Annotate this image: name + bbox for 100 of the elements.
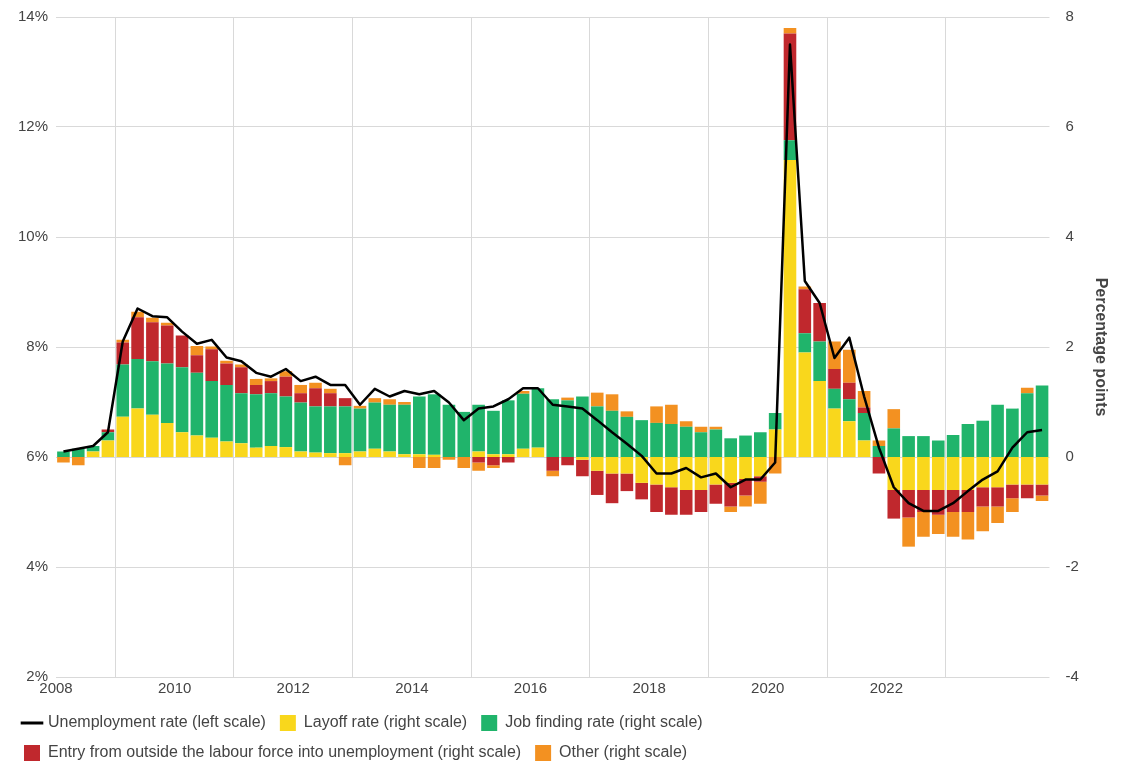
bar [857,413,871,441]
bar [160,422,174,457]
x-tick-label: 2022 [869,679,904,697]
bar [501,457,515,463]
bar [116,364,130,417]
bar [842,421,856,457]
legend-label: Entry from outside the labour force into unemployment (right scale) [48,743,522,761]
bar [739,495,752,507]
bar [398,454,411,457]
y-tick-label: 6% [26,447,49,465]
bar [175,367,189,433]
bar [961,512,975,540]
bar [813,341,826,382]
bar [798,333,812,353]
y-tick-label: 8% [26,337,49,355]
bar [857,440,871,457]
bar [561,457,574,466]
bar [368,402,382,449]
y2-tick-label: 4 [1065,227,1074,245]
bar [1006,484,1019,499]
bar [605,457,619,474]
bar [101,440,115,457]
bar [501,454,515,457]
bar [353,408,367,452]
bar [264,378,278,382]
bar [516,393,530,449]
bar [487,465,500,468]
bar [220,363,233,385]
bar [160,325,174,364]
y-tick-label: 4% [26,557,49,575]
bar [783,28,797,34]
bar [235,443,248,457]
bar [294,451,307,457]
bar [131,408,144,457]
bar [1020,457,1034,485]
bar [146,317,159,323]
bar [383,399,396,405]
bar [1035,484,1049,496]
bar [205,381,219,438]
bar [976,506,990,532]
bar [279,376,293,397]
bar [324,453,337,457]
bar [739,435,752,457]
bar [991,487,1004,507]
y2-tick-label: -4 [1065,667,1079,685]
y-tick-label: 10% [17,227,49,245]
bar [220,384,233,442]
bar [665,457,678,488]
bar [976,420,990,457]
bar [991,506,1004,523]
bar [694,432,708,457]
bar [294,384,307,394]
bar [754,457,767,477]
bar [412,457,426,468]
bar [205,349,219,382]
bar [798,289,812,334]
bar [353,405,367,409]
bar [739,457,752,479]
bar [442,404,456,457]
bar [487,410,500,455]
bar [146,322,159,362]
bar [946,457,960,490]
bar [887,428,901,457]
bar [902,517,915,547]
bar [961,457,975,490]
bar [457,457,471,468]
bar [842,349,856,383]
bar [205,437,219,457]
y-tick-label: 12% [17,117,49,135]
bar [650,422,663,457]
bar [931,440,945,457]
bar [546,470,560,477]
bar [487,454,500,457]
x-tick-label: 2014 [395,679,429,697]
bar [887,409,901,429]
bar [887,490,901,519]
bar [501,400,515,455]
bar [783,160,797,457]
bar [324,406,337,454]
bar [842,399,856,422]
bar [665,487,678,515]
bar [235,393,248,444]
bar [546,457,560,471]
bar [828,408,841,457]
bar [754,432,767,457]
y-tick-label: 14% [17,7,49,25]
bar [146,361,159,415]
bar [961,424,975,457]
bar [131,359,144,409]
bar [531,447,545,457]
bar [472,404,485,452]
bar [605,473,619,504]
bar [442,457,456,460]
bar [991,404,1004,457]
bar [190,372,204,436]
bar [264,393,278,446]
bar [279,396,293,448]
bar [338,453,352,457]
bar [576,396,589,457]
bar [917,512,930,537]
